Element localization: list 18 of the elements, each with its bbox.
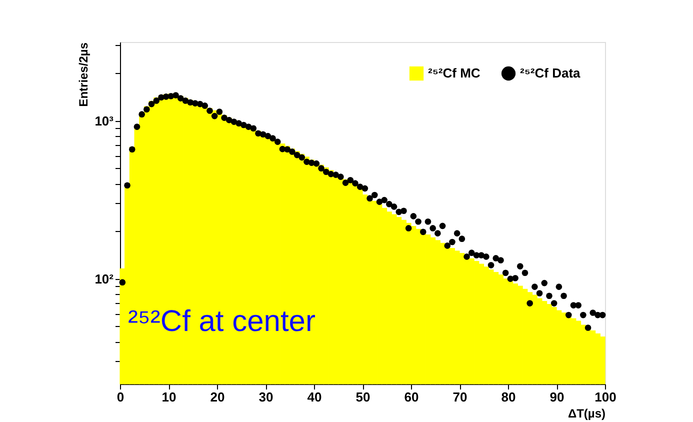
y-tick-label: 10³ [94, 113, 114, 128]
annotation: ²⁵²Cf at center [128, 305, 316, 338]
x-tick-label: 0 [116, 390, 124, 404]
y-axis-title: Entries/2µs [76, 42, 91, 107]
x-tick-label: 10 [162, 390, 176, 404]
x-tick-label: 80 [501, 390, 516, 404]
x-tick-label: 20 [210, 390, 225, 404]
x-axis-title: ΔT(µs) [568, 406, 606, 420]
x-tick-label: 40 [307, 390, 322, 404]
legend-label: ²⁵²Cf MC [428, 66, 481, 80]
y-tick-label: 10² [94, 271, 114, 286]
x-tick-label: 100 [594, 390, 616, 404]
x-tick-label: 70 [452, 390, 468, 404]
legend-label: ²⁵²Cf Data [520, 66, 582, 80]
x-tick-label: 50 [356, 390, 370, 404]
x-tick-label: 30 [258, 390, 274, 404]
x-tick-label: 90 [550, 390, 564, 404]
x-tick-label: 60 [404, 390, 419, 404]
